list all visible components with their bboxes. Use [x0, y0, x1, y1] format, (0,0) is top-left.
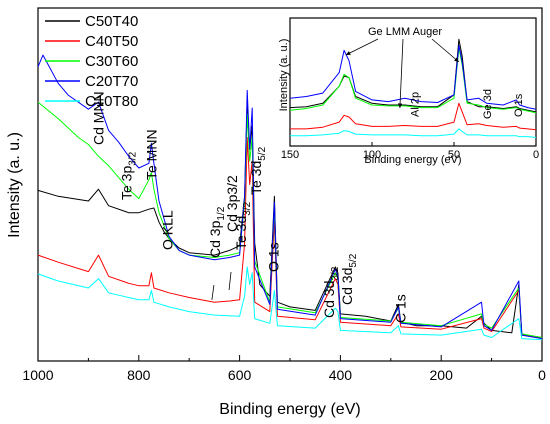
- inset-peak-annotations: Ge LMM Auger Al 2p Ge 3d O 1s: [345, 26, 525, 119]
- annotation-cd-3d-3-2: Cd 3d3/2: [321, 266, 341, 318]
- legend-label-c50t40: C50T40: [85, 13, 138, 30]
- annotation-o-1s: O 1s: [265, 242, 281, 272]
- inset-x-tick-label-50: 50: [448, 149, 460, 161]
- inset-annotation-ge-lmm-auger: Ge LMM Auger: [368, 26, 442, 38]
- x-tick-label-200: 200: [430, 367, 454, 383]
- inset-y-axis-title: Intensity (a. u.): [278, 39, 290, 112]
- inset-auger-arrowhead-3: [454, 57, 459, 62]
- series-line-c30t60: [37, 101, 543, 338]
- series-line-c10t80: [37, 266, 543, 341]
- x-tick-label-800: 800: [127, 367, 151, 383]
- annotation-cd-3d-5-2: Cd 3d5/2: [339, 253, 359, 305]
- inset-series-line-c10t80: [290, 128, 537, 138]
- annotation-te-3p-3-2: Te 3p3/2: [119, 151, 139, 200]
- annotation-leader-2: [228, 271, 232, 291]
- inset-series-line-c20t70: [289, 44, 537, 110]
- legend: C50T40 C40T50 C30T60 C20T70 C10T80: [45, 13, 138, 110]
- main-peak-annotations: Cd MNN Te 3p3/2 Te MNN O KLL Cd 3p1/2Cd 3p3/…: [91, 91, 409, 323]
- inset-annotation-o-1s: O 1s: [513, 93, 525, 117]
- main-series-group: [37, 54, 543, 341]
- inset-series-line-c30t60: [289, 47, 537, 114]
- inset-plot-frame: [289, 17, 537, 147]
- inset-auger-arrowhead-2: [397, 103, 403, 108]
- inset-series-group: [289, 38, 537, 138]
- legend-label-c30t60: C30T60: [85, 53, 138, 70]
- inset-x-tick-label-150: 150: [281, 149, 299, 161]
- x-tick-label-400: 400: [329, 367, 353, 383]
- annotation-te-3d-3-2: Te 3d3/2: [233, 201, 253, 250]
- inset-series-line-c40t50: [290, 102, 537, 131]
- main-x-axis-title: Binding energy (eV): [219, 401, 360, 418]
- series-line-c20t70: [37, 54, 543, 340]
- legend-label-c40t50: C40T50: [85, 33, 138, 50]
- inset-annotation-ge-3d: Ge 3d: [482, 89, 494, 119]
- x-tick-label-1000: 1000: [22, 367, 53, 383]
- inset-auger-arrow-1: [345, 38, 379, 56]
- main-y-axis-title: Intensity (a. u.): [6, 132, 23, 238]
- annotation-te-3d-5-2: Te 3d5/2: [248, 146, 268, 195]
- x-tick-label-600: 600: [228, 367, 252, 383]
- x-tick-label-0: 0: [538, 367, 546, 383]
- legend-label-c10t80: C10T80: [85, 93, 138, 110]
- inset-auger-arrow-2: [399, 38, 404, 109]
- annotation-te-mnn: Te MNN: [143, 129, 159, 180]
- inset-x-tick-label-100: 100: [363, 149, 381, 161]
- annotation-cd-mnn: Cd MNN: [91, 91, 107, 145]
- inset-background: [280, 13, 538, 169]
- inset-auger-arrowhead-1: [345, 51, 351, 55]
- inset-x-tick-label-0: 0: [533, 149, 539, 161]
- annotation-o-kll: O KLL: [160, 210, 176, 250]
- annotation-cd-3p3-2: Cd 3p3/2: [224, 175, 240, 232]
- inset-annotation-al-2p: Al 2p: [410, 92, 422, 117]
- inset-x-ticks: 150 100 50 0: [281, 142, 539, 161]
- annotation-leader-1: [211, 284, 215, 301]
- inset-x-axis-title: Binding energy (eV): [364, 154, 461, 166]
- annotation-cd-3p-1-2: Cd 3p1/2: [207, 206, 227, 258]
- inset-auger-arrow-3: [431, 38, 460, 63]
- annotation-c-1s: C 1s: [392, 294, 408, 323]
- main-x-ticks: 1000 800 600 400 200 0: [22, 355, 546, 383]
- legend-label-c20t70: C20T70: [85, 73, 138, 90]
